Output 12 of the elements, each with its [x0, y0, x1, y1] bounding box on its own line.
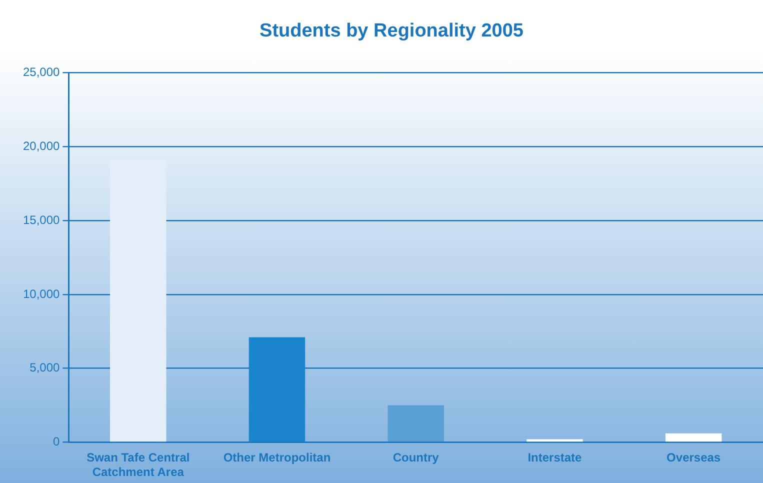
x-tick-label: Overseas [666, 450, 721, 465]
y-tick-label: 10,000 [23, 286, 60, 301]
y-tick-label: 0 [53, 434, 60, 449]
y-tick-label: 20,000 [23, 138, 60, 153]
chart-title: Students by Regionality 2005 [260, 20, 524, 42]
x-tick-label: Interstate [528, 450, 582, 465]
y-tick-label: 15,000 [23, 212, 60, 227]
y-tick-label: 5,000 [30, 360, 60, 375]
x-tick-label: Country [392, 450, 440, 465]
y-tick-label: 25,000 [23, 65, 60, 80]
x-tick-label: Other Metropolitan [223, 450, 331, 465]
x-tick-label: Swan Tafe Central Catchment Area [86, 450, 190, 480]
